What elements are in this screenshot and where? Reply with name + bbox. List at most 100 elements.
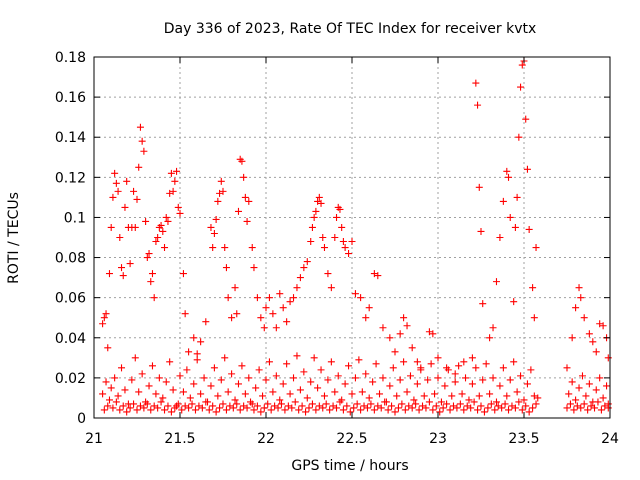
- data-point: [253, 294, 261, 302]
- data-point: [247, 398, 255, 406]
- data-point: [290, 294, 298, 302]
- data-point: [176, 209, 184, 217]
- data-point: [214, 392, 222, 400]
- data-point: [334, 372, 342, 380]
- data-point: [243, 404, 251, 412]
- data-point: [193, 356, 201, 364]
- data-point: [308, 223, 316, 231]
- data-point: [112, 398, 120, 406]
- data-point: [310, 354, 318, 362]
- data-point: [458, 390, 466, 398]
- data-point: [241, 193, 249, 201]
- data-point: [393, 392, 401, 400]
- data-point: [396, 330, 404, 338]
- data-point: [269, 388, 277, 396]
- data-point: [112, 179, 120, 187]
- data-point: [185, 348, 193, 356]
- data-point: [572, 396, 580, 404]
- data-point: [563, 404, 571, 412]
- data-point: [159, 227, 167, 235]
- data-point: [262, 376, 270, 384]
- data-point: [118, 264, 126, 272]
- data-point: [391, 408, 399, 416]
- data-point: [591, 404, 599, 412]
- data-point: [255, 366, 263, 374]
- data-point: [302, 408, 310, 416]
- data-point: [515, 398, 523, 406]
- data-point: [441, 382, 449, 390]
- data-point: [513, 388, 521, 396]
- data-point: [210, 229, 218, 237]
- data-point: [384, 406, 392, 414]
- data-point: [415, 406, 423, 414]
- data-point: [582, 392, 590, 400]
- data-point: [472, 79, 480, 87]
- data-point: [138, 137, 146, 145]
- data-point: [166, 358, 174, 366]
- data-point: [104, 344, 112, 352]
- data-point: [217, 376, 225, 384]
- data-point: [577, 294, 585, 302]
- data-point: [427, 360, 435, 368]
- grid: [94, 57, 610, 418]
- data-point: [283, 360, 291, 368]
- data-point: [333, 404, 341, 412]
- data-point: [109, 404, 117, 412]
- data-point: [131, 223, 139, 231]
- data-point: [105, 396, 113, 404]
- x-tick-label: 24: [601, 431, 619, 447]
- data-point: [379, 374, 387, 382]
- data-point: [209, 402, 217, 410]
- data-point: [200, 374, 208, 382]
- data-point: [453, 404, 461, 412]
- data-point: [207, 223, 215, 231]
- data-point: [314, 384, 322, 392]
- data-point: [429, 330, 437, 338]
- data-point: [468, 354, 476, 362]
- data-point: [286, 298, 294, 306]
- data-point: [238, 157, 246, 165]
- data-point: [111, 374, 119, 382]
- data-point: [367, 400, 375, 408]
- data-point: [467, 404, 475, 412]
- data-point: [362, 370, 370, 378]
- data-point: [257, 314, 265, 322]
- data-point: [503, 392, 511, 400]
- data-point: [150, 294, 158, 302]
- data-point: [279, 380, 287, 388]
- data-point: [178, 406, 186, 414]
- data-point: [486, 390, 494, 398]
- data-point: [532, 244, 540, 252]
- data-point: [594, 398, 602, 406]
- data-point: [212, 215, 220, 223]
- data-point: [290, 374, 298, 382]
- data-point: [518, 406, 526, 414]
- data-point: [197, 390, 205, 398]
- data-point: [197, 338, 205, 346]
- data-point: [432, 402, 440, 410]
- data-point: [307, 378, 315, 386]
- data-point: [105, 270, 113, 278]
- data-point: [429, 406, 437, 414]
- y-tick-label: 0.08: [55, 251, 86, 267]
- data-point: [133, 195, 141, 203]
- data-point: [147, 406, 155, 414]
- data-point: [331, 388, 339, 396]
- data-point: [193, 350, 201, 358]
- x-tick-labels: 21 21.5 22 22.5 23 23.5 24: [85, 431, 619, 447]
- data-point: [260, 324, 268, 332]
- y-tick-label: 0: [77, 411, 86, 427]
- data-point: [563, 364, 571, 372]
- data-point: [437, 398, 445, 406]
- data-point: [339, 238, 347, 246]
- data-point: [245, 374, 253, 382]
- data-point: [499, 364, 507, 372]
- data-point: [181, 310, 189, 318]
- data-point: [121, 203, 129, 211]
- data-point: [212, 408, 220, 416]
- data-point: [104, 402, 112, 410]
- data-point: [350, 404, 358, 412]
- data-point: [381, 398, 389, 406]
- data-point: [222, 264, 230, 272]
- data-point: [513, 193, 521, 201]
